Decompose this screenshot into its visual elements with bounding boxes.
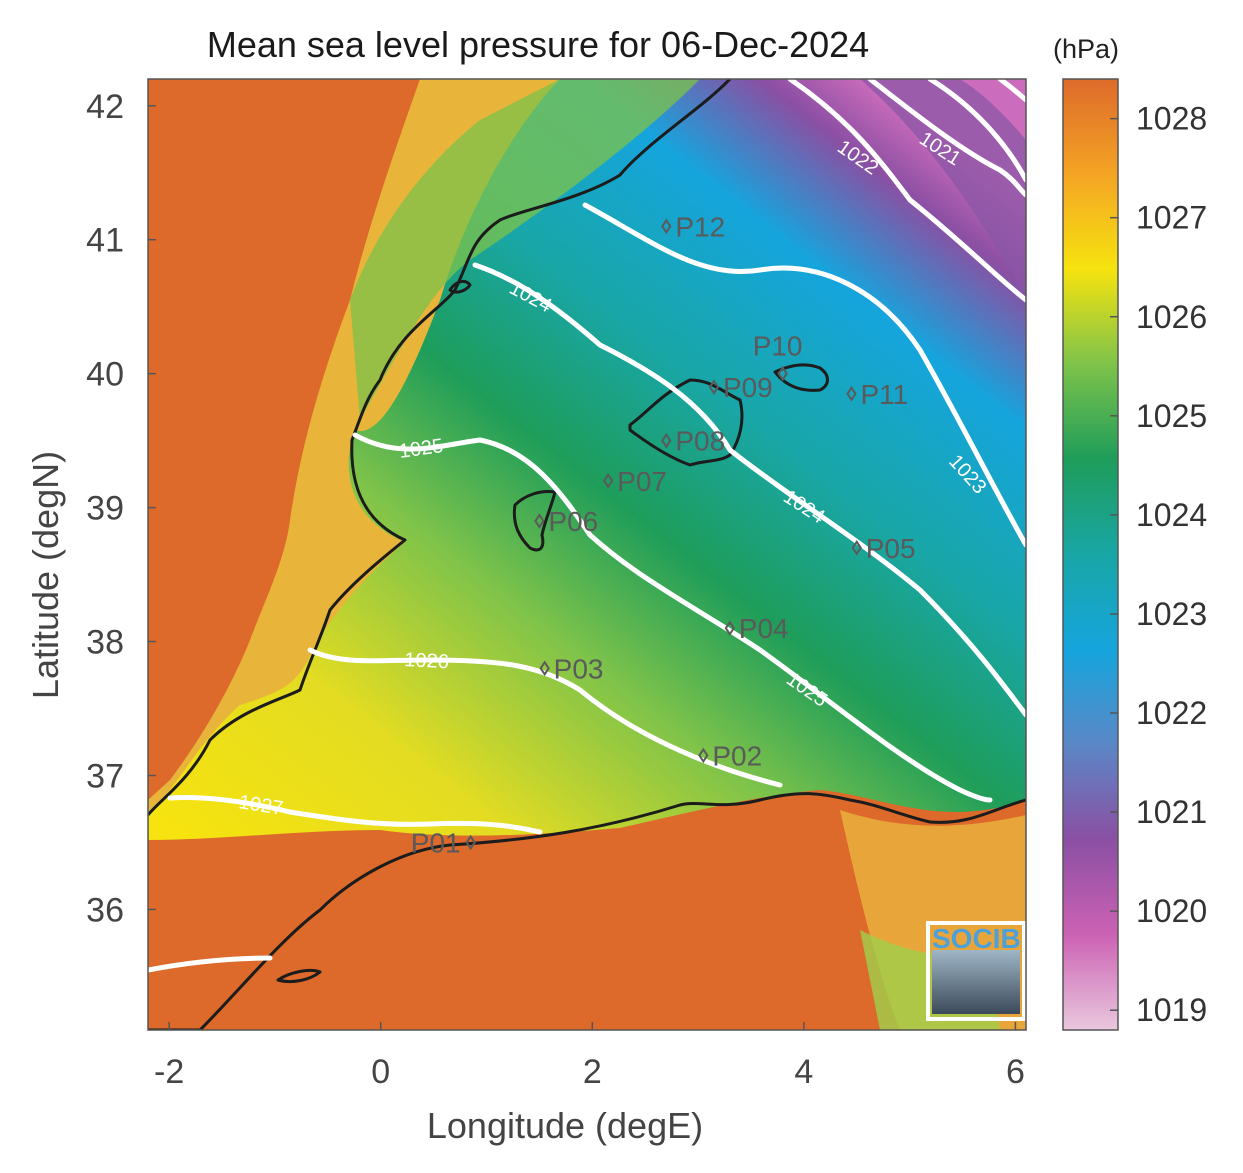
low-pressure-region: [860, 79, 1026, 300]
y-axis-ticks: 42 41 40 39 38 37 36: [86, 88, 156, 929]
alboran-coast: [276, 968, 322, 984]
station-marker: [724, 620, 736, 636]
colorbar-unit: (hPa): [1053, 34, 1119, 64]
station-marker: [661, 432, 672, 449]
station-marker: [465, 834, 476, 851]
colorbar-tick-label: 1025: [1136, 398, 1207, 434]
logo-frame: [926, 921, 1026, 1021]
colorbar-tick-label: 1020: [1136, 893, 1207, 929]
station-marker: [851, 540, 862, 556]
station-label: P04: [739, 613, 789, 644]
colorbar-ticks: 1028 1027 1026 1025 1024 1023 1022 1021 1020 1019: [1110, 101, 1207, 1028]
station-label: P11: [860, 379, 908, 410]
iberia-coastline: [148, 79, 732, 816]
y-tick-label: 36: [86, 891, 124, 929]
y-tick-label: 40: [86, 356, 124, 394]
y-tick-label: 41: [86, 222, 124, 260]
isobar-1021: [867, 79, 1026, 198]
logo-text: SOCIB: [932, 923, 1021, 954]
plot-frame: [147, 78, 1027, 1031]
colorbar-tick-label: 1028: [1136, 101, 1207, 137]
station-marker: [777, 365, 788, 382]
ibiza-coast: [512, 490, 557, 552]
colorbar-tick-label: 1019: [1136, 992, 1207, 1028]
station-label: P10: [753, 331, 803, 362]
isobar-1019: [997, 79, 1026, 103]
x-axis-label: Longitude (degE): [427, 1105, 703, 1146]
colorbar-tick-label: 1021: [1136, 794, 1207, 830]
isobar-1027: [167, 795, 543, 835]
isobar-1024: [472, 262, 1026, 718]
x-tick-label: 0: [371, 1053, 390, 1091]
station-markers: P01 P02 P03 P04 P05 P06 P07 P08 P09 P10 P11 P12: [411, 211, 916, 858]
colorbar: [1062, 78, 1119, 1031]
contour-label: 1026: [404, 649, 450, 673]
station-label: P02: [712, 740, 762, 771]
x-tick-label: 2: [583, 1053, 602, 1091]
y-tick-label: 38: [86, 624, 124, 662]
ebro-green-land: [350, 79, 700, 420]
colorbar-tick-label: 1026: [1136, 299, 1207, 335]
colorbar-tick-label: 1022: [1136, 695, 1207, 731]
isobar-1020: [927, 79, 1026, 183]
x-tick-label: 4: [794, 1053, 813, 1091]
isobar-1027-south: [148, 955, 273, 973]
lowest-pressure-region: [960, 79, 1026, 140]
north-africa-land: [148, 790, 1026, 1030]
station-label: P09: [723, 372, 773, 403]
colorbar-tick-label: 1024: [1136, 497, 1207, 533]
isobar-1026: [307, 647, 783, 788]
isobar-1025: [352, 432, 993, 803]
y-tick-label: 37: [86, 758, 124, 796]
station-marker: [602, 473, 614, 489]
station-marker: [708, 379, 720, 395]
x-tick-label: 6: [1006, 1053, 1025, 1091]
station-marker: [534, 513, 545, 529]
station-label: P07: [617, 466, 667, 497]
ebro-delta-coast: [448, 279, 472, 294]
x-axis-ticks: -2 0 2 4 6: [154, 1022, 1025, 1091]
map-plot-area: 1021 1022 1023 1024 1024 1025 1025 1026 …: [148, 79, 1026, 1030]
logo-wave: [932, 950, 1020, 1014]
y-tick-label: 39: [86, 490, 124, 528]
colorbar-tick-label: 1023: [1136, 596, 1207, 632]
station-marker: [846, 385, 857, 402]
station-label: P06: [548, 506, 598, 537]
isobars: [148, 79, 1026, 973]
station-marker: [661, 218, 672, 235]
chart-title: Mean sea level pressure for 06-Dec-2024: [207, 24, 869, 65]
y-axis-label: Latitude (degN): [25, 451, 66, 699]
socib-logo: SOCIB: [926, 921, 1026, 1021]
station-label: P01: [411, 827, 461, 858]
africa-coastline: [148, 792, 1026, 1030]
isobar-1022: [787, 79, 1026, 303]
station-label: P03: [554, 653, 604, 684]
station-marker: [698, 747, 709, 764]
colorbar-tick-label: 1027: [1136, 200, 1207, 236]
station-label: P12: [675, 211, 725, 242]
menorca-coast: [773, 363, 829, 392]
iberia-high-land: [148, 79, 420, 800]
station-label: P05: [866, 533, 916, 564]
station-label: P08: [675, 426, 725, 457]
station-marker: [539, 660, 550, 677]
mallorca-coast: [628, 378, 744, 467]
y-tick-label: 42: [86, 88, 124, 126]
isobar-1023: [582, 202, 1026, 548]
x-tick-label: -2: [154, 1053, 184, 1091]
coastlines: [148, 79, 1026, 1030]
